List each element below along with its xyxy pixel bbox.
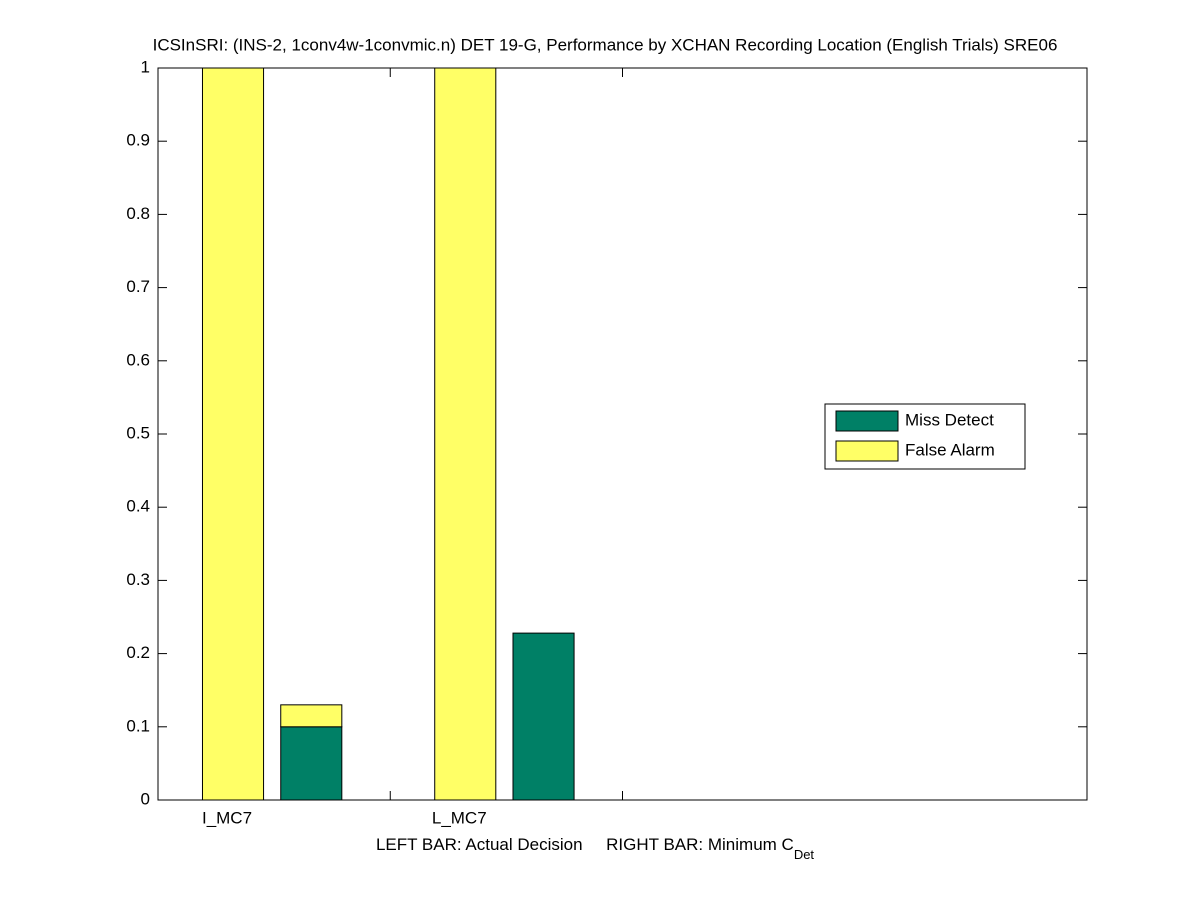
chart-title: ICSInSRI: (INS-2, 1conv4w-1convmic.n) DE… xyxy=(153,35,1058,54)
x-axis-label: LEFT BAR: Actual Decision RIGHT BAR: Min… xyxy=(376,835,814,862)
legend-swatch xyxy=(835,440,899,462)
x-tick-label: I_MC7 xyxy=(202,808,252,827)
y-tick-label: 0 xyxy=(141,789,150,808)
bar-segment xyxy=(512,632,575,801)
plot-frame xyxy=(157,67,1088,801)
x-tick-label: L_MC7 xyxy=(432,808,487,827)
legend-label: False Alarm xyxy=(905,440,995,459)
bar-segment xyxy=(280,726,343,801)
y-tick-label: 0.9 xyxy=(126,131,150,150)
y-tick-label: 0.5 xyxy=(126,423,150,442)
y-tick-label: 1 xyxy=(141,57,150,76)
y-tick-label: 0.3 xyxy=(126,570,150,589)
bar-segment xyxy=(201,67,265,801)
y-tick-label: 0.2 xyxy=(126,643,150,662)
x-axis-label-main: LEFT BAR: Actual Decision RIGHT BAR: Min… xyxy=(376,835,794,854)
y-tick-label: 0.6 xyxy=(126,350,150,369)
y-tick-label: 0.1 xyxy=(126,716,150,735)
legend-swatch xyxy=(835,410,899,432)
bar-segment xyxy=(280,704,343,728)
y-tick-label: 0.7 xyxy=(126,277,150,296)
legend: Miss Detect False Alarm xyxy=(824,403,1026,470)
y-tick-label: 0.4 xyxy=(126,497,150,516)
legend-label: Miss Detect xyxy=(905,410,994,429)
bar-segment xyxy=(434,67,497,801)
x-axis-label-subscript: Det xyxy=(794,847,815,862)
y-tick-label: 0.8 xyxy=(126,204,150,223)
